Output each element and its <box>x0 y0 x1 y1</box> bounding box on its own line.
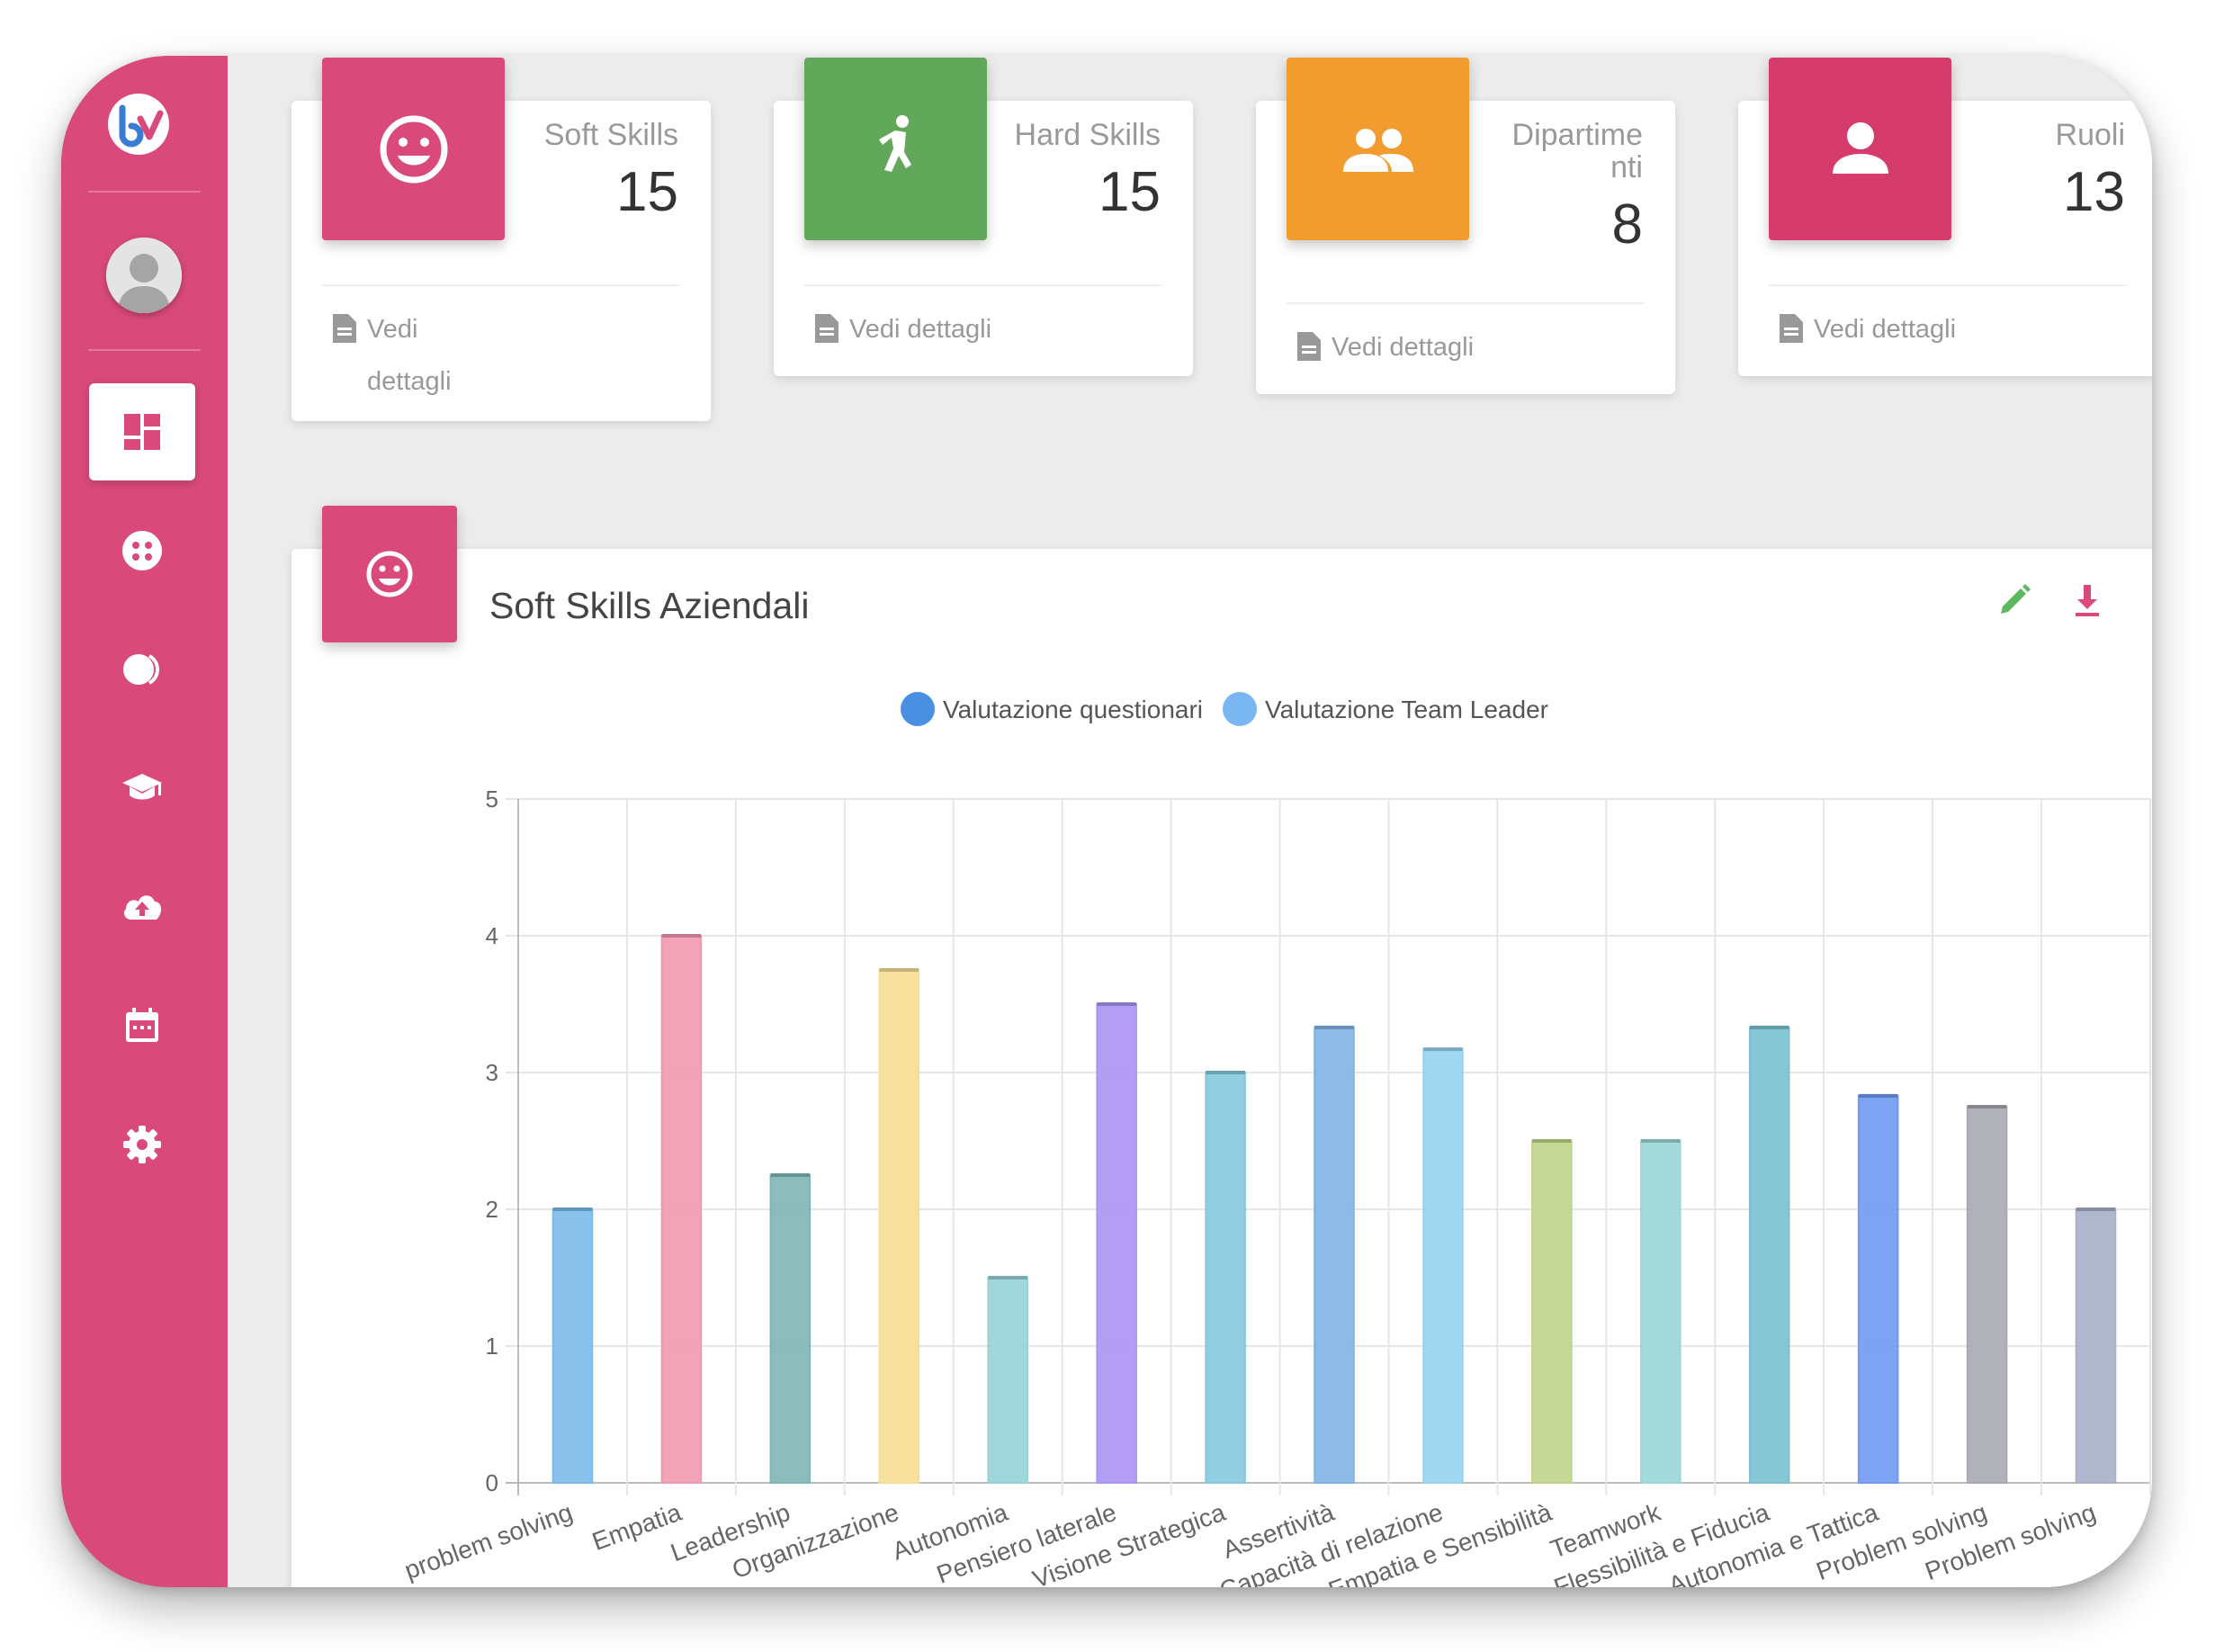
bar <box>1640 1140 1681 1484</box>
card-departments: Dipartime nti 8 Vedi dettagli <box>1256 58 1675 394</box>
bar <box>1096 1003 1137 1484</box>
sidebar <box>61 56 228 1587</box>
soft-skills-icon <box>122 531 162 570</box>
card-icon-box <box>322 58 505 240</box>
sidebar-divider <box>88 191 201 193</box>
card-label-line2: nti <box>1610 150 1643 184</box>
bar <box>878 969 920 1484</box>
bar <box>1966 1106 2008 1484</box>
card-details-label: Vedi dettagli <box>849 315 992 344</box>
user-avatar[interactable] <box>106 238 182 313</box>
nav-calendar[interactable] <box>89 977 195 1074</box>
bar <box>1857 1094 1899 1485</box>
nav-settings[interactable] <box>89 1096 195 1193</box>
avatar-icon <box>106 238 182 313</box>
bar <box>660 935 703 1484</box>
smiley-icon <box>380 115 447 183</box>
bar <box>987 1277 1028 1484</box>
card-icon-box <box>804 58 987 240</box>
y-tick-label: 1 <box>486 1333 498 1360</box>
card-hard-skills: Hard Skills 15 Vedi dettagli <box>774 58 1193 376</box>
settings-icon <box>123 1126 161 1163</box>
card-details-link[interactable]: Vedi dettagli <box>333 306 452 405</box>
nav-soft-skills[interactable] <box>89 502 195 599</box>
card-details-label: Vedi dettagli <box>1332 333 1475 362</box>
card-label: Soft Skills <box>543 118 678 152</box>
group-icon <box>1342 128 1413 172</box>
card-details-label: Vedi dettagli <box>1814 315 1957 344</box>
card-value: 13 <box>2063 161 2125 223</box>
legend-swatch <box>901 692 935 726</box>
chart-panel: Soft Skills Aziendali 0 1 2 3 4 5 problem solv… <box>291 506 2152 1587</box>
sidebar-divider <box>88 349 201 351</box>
smiley-icon <box>366 551 413 597</box>
y-tick-label: 4 <box>486 922 498 949</box>
bar <box>769 1174 812 1484</box>
card-divider <box>1287 302 1645 304</box>
card-icon-box <box>1287 58 1469 240</box>
card-roles: Ruoli 13 Vedi dettagli <box>1738 58 2152 376</box>
calendar-icon <box>126 1008 158 1042</box>
bar <box>2075 1208 2117 1484</box>
document-icon <box>815 311 838 358</box>
card-soft-skills: Soft Skills 15 Vedi dettagli <box>291 58 711 421</box>
panel-title: Soft Skills Aziendali <box>489 585 810 626</box>
device-frame: Soft Skills 15 Vedi dettagli Hard Skills… <box>61 56 2152 1587</box>
athlete-icon <box>878 114 911 172</box>
card-divider <box>322 284 680 286</box>
document-icon <box>333 311 356 358</box>
card-divider <box>804 284 1162 286</box>
toggle-icon <box>123 654 159 685</box>
card-details-label: Vedi <box>367 315 418 344</box>
panel-icon-box <box>322 506 457 642</box>
card-details-link[interactable]: Vedi dettagli <box>1780 306 1956 358</box>
graduation-cap-icon <box>122 774 162 800</box>
logo-icon <box>111 96 166 152</box>
x-tick-label: problem solving <box>400 1498 576 1585</box>
card-details-label-line2: dettagli <box>367 367 452 396</box>
bar <box>1531 1140 1573 1484</box>
download-button[interactable] <box>2066 579 2109 623</box>
bar <box>1422 1048 1464 1484</box>
dashboard-icon <box>124 414 160 450</box>
edit-button[interactable] <box>1992 579 2035 623</box>
cloud-upload-icon <box>124 895 162 920</box>
y-tick-label: 2 <box>486 1196 498 1223</box>
card-details-link[interactable]: Vedi dettagli <box>1297 324 1474 376</box>
bar <box>1748 1026 1790 1485</box>
document-icon <box>1780 311 1803 358</box>
nav-courses[interactable] <box>89 740 195 837</box>
card-label: Ruoli <box>2055 118 2125 152</box>
pencil-icon <box>2001 584 2031 614</box>
bar <box>1314 1026 1355 1485</box>
card-label-line1: Dipartime <box>1511 118 1643 152</box>
y-tick-label: 5 <box>486 786 498 813</box>
nav-dashboard[interactable] <box>89 383 195 480</box>
y-tick-label: 3 <box>486 1059 498 1086</box>
legend-label: Valutazione Team Leader <box>1265 696 1548 723</box>
person-icon <box>1832 121 1888 174</box>
card-divider <box>1769 284 2127 286</box>
card-value: 15 <box>616 161 678 223</box>
download-icon <box>2076 585 2099 616</box>
nav-toggle[interactable] <box>89 621 195 718</box>
card-value: 15 <box>1099 161 1161 223</box>
document-icon <box>1297 329 1321 376</box>
card-label: Dipartime nti <box>1512 119 1643 184</box>
bar <box>552 1208 594 1484</box>
card-details-link[interactable]: Vedi dettagli <box>815 306 991 358</box>
card-value: 8 <box>1611 193 1643 256</box>
nav-upload[interactable] <box>89 858 195 956</box>
y-tick-label: 0 <box>486 1469 498 1496</box>
card-label: Hard Skills <box>1014 118 1161 152</box>
legend-label: Valutazione questionari <box>943 696 1203 723</box>
legend-swatch <box>1223 692 1257 726</box>
card-icon-box <box>1769 58 1951 240</box>
bar <box>1205 1072 1246 1484</box>
app-logo[interactable] <box>108 94 169 155</box>
